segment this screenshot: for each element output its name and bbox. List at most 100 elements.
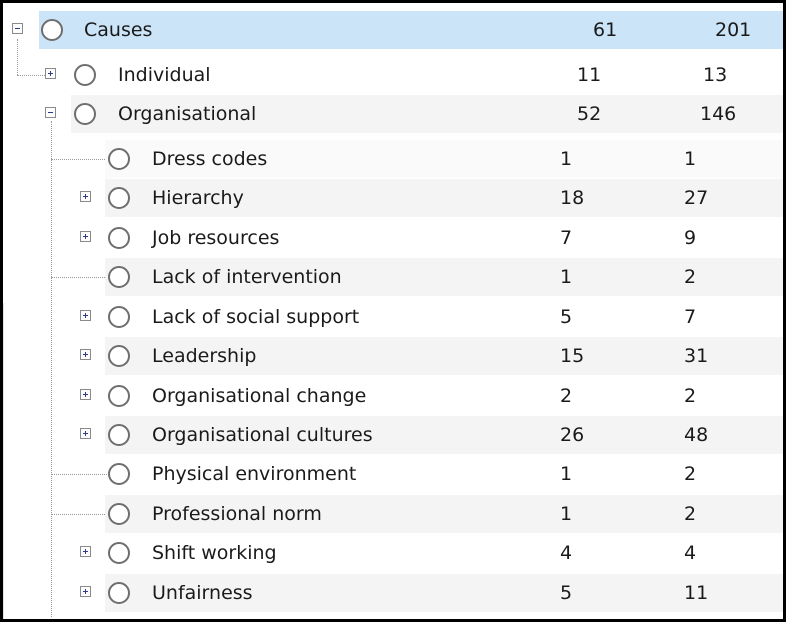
- tree-node-job-resources[interactable]: Job resources 7 9: [3, 219, 783, 257]
- node-count-1: 1: [560, 148, 573, 170]
- row-highlight: [105, 416, 783, 454]
- node-count-2: 146: [700, 103, 737, 125]
- tree-connector: [51, 514, 107, 515]
- node-count-2: 27: [684, 187, 709, 209]
- node-circle-icon: [74, 103, 96, 125]
- node-count-1: 5: [560, 582, 573, 604]
- node-count-1: 1: [560, 463, 573, 485]
- node-count-1: 61: [593, 19, 618, 41]
- expand-toggle-icon[interactable]: [80, 389, 91, 400]
- expand-toggle-icon[interactable]: [80, 191, 91, 202]
- node-count-1: 4: [560, 542, 573, 564]
- expand-toggle-icon[interactable]: [80, 310, 91, 321]
- node-count-1: 26: [560, 424, 585, 446]
- tree-node-causes[interactable]: Causes 61 201: [3, 11, 783, 49]
- node-count-1: 18: [560, 187, 585, 209]
- node-count-1: 1: [560, 266, 573, 288]
- tree-connector: [51, 277, 107, 278]
- tree-node-lack-of-social-support[interactable]: Lack of social support 5 7: [3, 298, 783, 336]
- row-highlight: [105, 258, 783, 296]
- expand-toggle-icon[interactable]: [80, 231, 91, 242]
- node-circle-icon: [108, 345, 130, 367]
- node-circle-icon: [108, 542, 130, 564]
- node-label: Causes: [84, 19, 153, 41]
- tree-node-physical-environment[interactable]: Physical environment 1 2: [3, 455, 783, 493]
- tree-connector: [51, 121, 52, 617]
- node-count-2: 48: [684, 424, 709, 446]
- collapse-toggle-icon[interactable]: [45, 107, 56, 118]
- tree-node-organisational[interactable]: Organisational 52 146: [3, 95, 783, 133]
- node-count-2: 2: [684, 503, 697, 525]
- row-highlight: [105, 179, 783, 217]
- node-circle-icon: [41, 19, 63, 41]
- node-count-2: 7: [684, 306, 697, 328]
- tree-node-hierarchy[interactable]: Hierarchy 18 27: [3, 179, 783, 217]
- node-label: Lack of intervention: [152, 266, 342, 288]
- node-count-1: 52: [577, 103, 602, 125]
- node-circle-icon: [108, 385, 130, 407]
- node-circle-icon: [108, 227, 130, 249]
- expand-toggle-icon[interactable]: [80, 586, 91, 597]
- node-count-1: 5: [560, 306, 573, 328]
- node-count-2: 31: [684, 345, 709, 367]
- expand-toggle-icon[interactable]: [80, 428, 91, 439]
- row-highlight: [39, 11, 783, 49]
- collapse-toggle-icon[interactable]: [12, 23, 23, 34]
- row-highlight: [105, 140, 783, 178]
- node-count-2: 11: [684, 582, 709, 604]
- row-highlight: [71, 95, 783, 133]
- node-circle-icon: [108, 148, 130, 170]
- tree-node-organisational-change[interactable]: Organisational change 2 2: [3, 377, 783, 415]
- tree-node-unfairness[interactable]: Unfairness 5 11: [3, 574, 783, 612]
- tree-connector: [51, 159, 107, 160]
- node-count-2: 1: [684, 148, 697, 170]
- node-circle-icon: [108, 503, 130, 525]
- node-count-2: 2: [684, 266, 697, 288]
- node-label: Organisational change: [152, 385, 367, 407]
- node-label: Leadership: [152, 345, 257, 367]
- tree-node-shift-working[interactable]: Shift working 4 4: [3, 534, 783, 572]
- expand-toggle-icon[interactable]: [80, 349, 91, 360]
- node-count-1: 2: [560, 385, 573, 407]
- tree-node-organisational-cultures[interactable]: Organisational cultures 26 48: [3, 416, 783, 454]
- row-highlight: [105, 495, 783, 533]
- node-label: Unfairness: [152, 582, 253, 604]
- node-count-1: 15: [560, 345, 585, 367]
- tree-node-lack-of-intervention[interactable]: Lack of intervention 1 2: [3, 258, 783, 296]
- node-circle-icon: [108, 582, 130, 604]
- node-circle-icon: [108, 306, 130, 328]
- tree-node-dress-codes[interactable]: Dress codes 1 1: [3, 140, 783, 178]
- node-circle-icon: [108, 187, 130, 209]
- node-label: Organisational cultures: [152, 424, 373, 446]
- node-count-1: 1: [560, 503, 573, 525]
- node-count-2: 9: [684, 227, 697, 249]
- node-label: Job resources: [152, 227, 280, 249]
- tree-node-professional-norm[interactable]: Professional norm 1 2: [3, 495, 783, 533]
- node-label: Organisational: [118, 103, 257, 125]
- node-label: Lack of social support: [152, 306, 360, 328]
- node-count-2: 13: [703, 64, 728, 86]
- node-count-2: 4: [684, 542, 697, 564]
- node-label: Shift working: [152, 542, 277, 564]
- node-label: Individual: [118, 64, 211, 86]
- row-highlight: [105, 574, 783, 612]
- node-label: Hierarchy: [152, 187, 244, 209]
- node-circle-icon: [108, 424, 130, 446]
- tree-node-leadership[interactable]: Leadership 15 31: [3, 337, 783, 375]
- row-highlight: [105, 337, 783, 375]
- tree-connector: [51, 474, 107, 475]
- node-label: Dress codes: [152, 148, 268, 170]
- expand-toggle-icon[interactable]: [80, 546, 91, 557]
- node-count-1: 11: [577, 64, 602, 86]
- node-circle-icon: [108, 463, 130, 485]
- node-count-2: 2: [684, 463, 697, 485]
- expand-toggle-icon[interactable]: [45, 68, 56, 79]
- node-count-2: 2: [684, 385, 697, 407]
- node-count-2: 201: [715, 19, 752, 41]
- tree-connector: [17, 75, 45, 76]
- node-label: Professional norm: [152, 503, 322, 525]
- tree-node-individual[interactable]: Individual 11 13: [3, 56, 783, 94]
- tree-connector: [17, 39, 18, 75]
- node-count-1: 7: [560, 227, 573, 249]
